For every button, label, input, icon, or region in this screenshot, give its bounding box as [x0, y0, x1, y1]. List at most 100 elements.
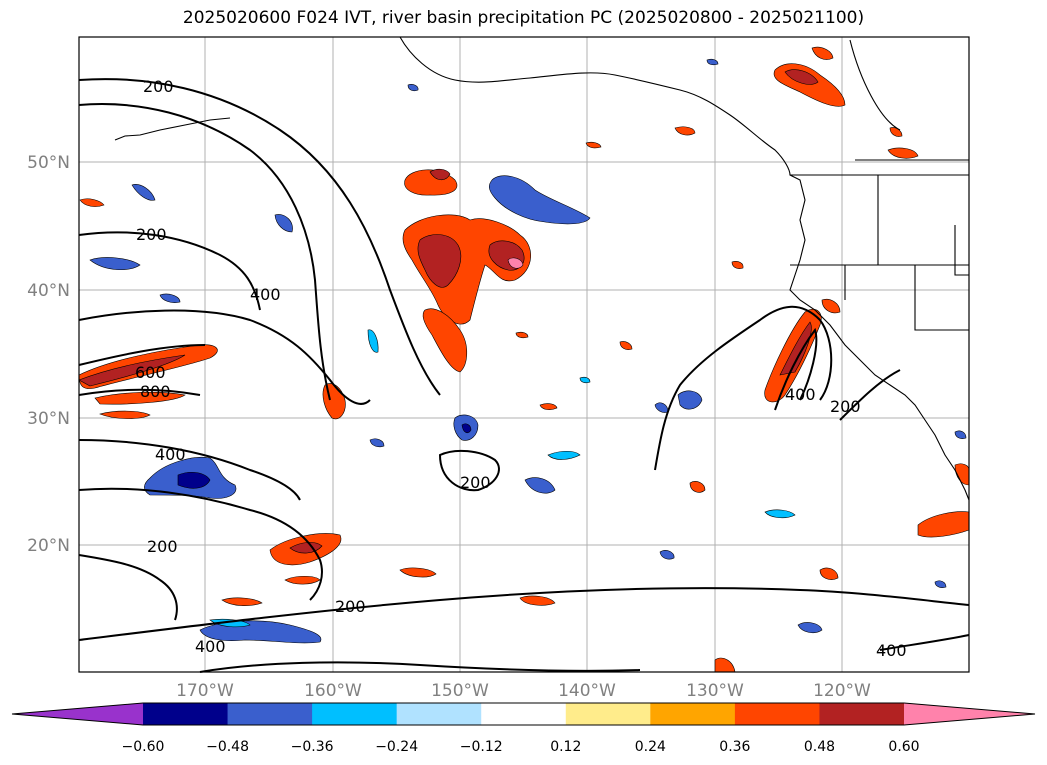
precip-blob	[407, 84, 419, 92]
contour-label: 400	[195, 637, 226, 656]
colorbar-cells	[143, 703, 905, 725]
colorbar-tick-label: −0.48	[206, 739, 249, 755]
precip-blob	[779, 321, 812, 376]
north-america-coast	[399, 36, 970, 501]
ivt-contour-labels: 200 200 400 600 800 400 200 200 200 400 …	[135, 77, 907, 660]
colorbar-extend-high	[904, 703, 1035, 725]
colorbar-cell	[396, 703, 482, 725]
colorbar-tick-label: −0.36	[291, 739, 334, 755]
lon-label: 170°W	[176, 681, 234, 701]
precip-blob	[399, 567, 437, 578]
precip-blob	[507, 257, 524, 269]
ivt-200	[78, 587, 970, 641]
ivt-400	[774, 327, 818, 411]
ivt-200	[78, 78, 441, 396]
precip-blob	[489, 175, 591, 225]
lon-labels: 170°W 160°W 150°W 140°W 130°W 120°W	[176, 681, 871, 701]
precip-blob	[954, 430, 967, 439]
contour-label: 200	[335, 597, 366, 616]
ivt-200	[78, 554, 178, 621]
precip-blob	[659, 550, 675, 560]
colorbar-tick-label: −0.24	[375, 739, 418, 755]
ivt-contours	[78, 78, 970, 673]
colorbar-cell	[481, 703, 567, 725]
precip-blob	[819, 567, 839, 580]
precip-blob	[367, 329, 379, 353]
colorbar-cell	[565, 703, 651, 725]
ivt-200	[654, 305, 833, 471]
lon-label: 160°W	[304, 681, 362, 701]
ivt-600	[78, 344, 206, 366]
precip-blob	[706, 58, 719, 66]
precip-blob	[797, 622, 823, 634]
precip-blob	[524, 477, 556, 494]
precip-band	[78, 354, 186, 387]
state-borders	[790, 159, 969, 331]
contour-label: 400	[785, 385, 816, 404]
contour-label: 200	[147, 537, 178, 556]
precip-blob	[461, 423, 472, 434]
colorbar-cell	[312, 703, 398, 725]
precip-blob	[369, 438, 385, 448]
colorbar-cell	[734, 703, 820, 725]
contour-label: 200	[460, 473, 491, 492]
precip-blob	[539, 403, 558, 410]
precip-blob	[579, 376, 591, 384]
canada-border	[849, 39, 901, 131]
ivt-200	[438, 449, 500, 492]
map-title: 2025020600 F024 IVT, river basin precipi…	[182, 8, 865, 28]
precip-blob	[519, 595, 556, 606]
precip-blob	[889, 127, 903, 137]
colorbar-tick-labels: −0.60 −0.48 −0.36 −0.24 −0.12 0.12 0.24 0.36 0.4…	[122, 739, 920, 755]
colorbar-tick-label: 0.48	[804, 739, 835, 755]
colorbar-tick-label: −0.12	[460, 739, 503, 755]
map-plot-area	[79, 37, 969, 672]
lat-label: 40°N	[27, 281, 70, 301]
contour-label: 400	[250, 285, 281, 304]
precip-blob	[89, 257, 141, 270]
colorbar: −0.60 −0.48 −0.36 −0.24 −0.12 0.12 0.24 0.36 0.4…	[11, 702, 1036, 755]
precip-blob	[934, 580, 947, 588]
precip-blob	[417, 234, 462, 288]
precip-blob	[177, 471, 211, 489]
colorbar-cell	[227, 703, 313, 725]
precip-blob	[159, 293, 181, 303]
contour-label: 400	[155, 445, 186, 464]
precip-positive-anomalies	[78, 46, 970, 673]
colorbar-tick-label: 0.24	[635, 739, 666, 755]
ivt-400	[199, 661, 641, 673]
precip-blob	[429, 168, 451, 181]
precip-blob	[674, 126, 696, 136]
coastlines	[114, 36, 970, 501]
lon-label: 150°W	[431, 681, 489, 701]
precip-blob	[422, 308, 468, 373]
contour-label: 200	[136, 225, 167, 244]
precip-blob	[821, 298, 841, 314]
precip-blob	[221, 597, 263, 606]
ivt-400	[78, 309, 371, 405]
map-frame	[78, 36, 970, 673]
aleutian-islands	[114, 117, 231, 141]
precip-blob	[689, 481, 706, 493]
ivt-200	[78, 487, 323, 601]
lon-label: 130°W	[686, 681, 744, 701]
ivt-200	[78, 231, 261, 311]
precip-blob	[784, 69, 819, 85]
precip-blob	[274, 214, 293, 233]
precip-blob	[764, 509, 796, 519]
precip-band	[94, 391, 186, 405]
precip-blob	[547, 450, 581, 460]
contour-label: 800	[140, 382, 171, 401]
colorbar-tick-label: 0.36	[719, 739, 750, 755]
lat-label: 30°N	[27, 409, 70, 429]
colorbar-tick-label: 0.12	[550, 739, 581, 755]
precip-blob	[731, 261, 744, 269]
colorbar-tick-label: 0.60	[888, 739, 919, 755]
precip-blob	[284, 575, 321, 585]
colorbar-tick-label: −0.60	[122, 739, 165, 755]
precip-blob	[677, 390, 703, 410]
ivt-200	[839, 369, 901, 421]
colorbar-cell	[650, 703, 736, 725]
lon-label: 120°W	[813, 681, 871, 701]
